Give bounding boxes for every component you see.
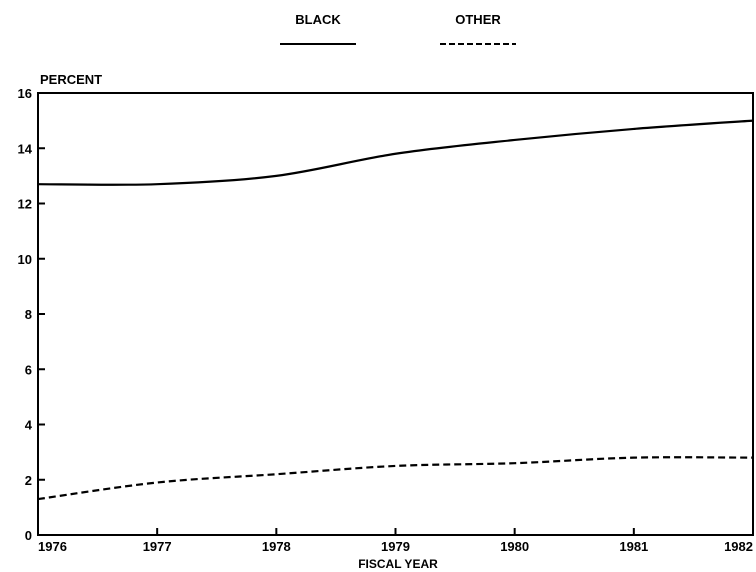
legend-label-black: BLACK (295, 12, 341, 27)
x-ticks: 1976 1977 1978 1979 1980 1981 1982 (37, 528, 754, 554)
legend-label-other: OTHER (455, 12, 501, 27)
plot-frame (37, 92, 754, 536)
series-line-other (37, 456, 754, 501)
x-tick-label: 1977 (143, 539, 172, 554)
y-tick-label: 10 (18, 252, 32, 267)
x-tick-label: 1982 (724, 539, 753, 554)
y-tick-label: 16 (18, 86, 32, 101)
x-tick-label: 1981 (619, 539, 648, 554)
x-tick-label: 1980 (500, 539, 529, 554)
axes (37, 92, 754, 536)
x-axis-label: FISCAL YEAR (358, 557, 438, 571)
y-ticks: 0 2 4 6 8 10 12 14 16 (18, 86, 45, 543)
y-tick-label: 14 (18, 141, 33, 156)
x-tick-label: 1978 (262, 539, 291, 554)
series-lines (37, 119, 754, 501)
y-tick-label: 0 (25, 528, 32, 543)
y-tick-label: 12 (18, 197, 32, 212)
y-tick-label: 4 (25, 418, 33, 433)
y-axis-label: PERCENT (40, 72, 102, 87)
x-tick-label: 1976 (38, 539, 67, 554)
y-tick-label: 2 (25, 473, 32, 488)
y-tick-label: 6 (25, 362, 32, 377)
legend: BLACK OTHER (280, 12, 516, 45)
series-line-black (37, 119, 754, 186)
y-tick-label: 8 (25, 307, 32, 322)
x-tick-label: 1979 (381, 539, 410, 554)
